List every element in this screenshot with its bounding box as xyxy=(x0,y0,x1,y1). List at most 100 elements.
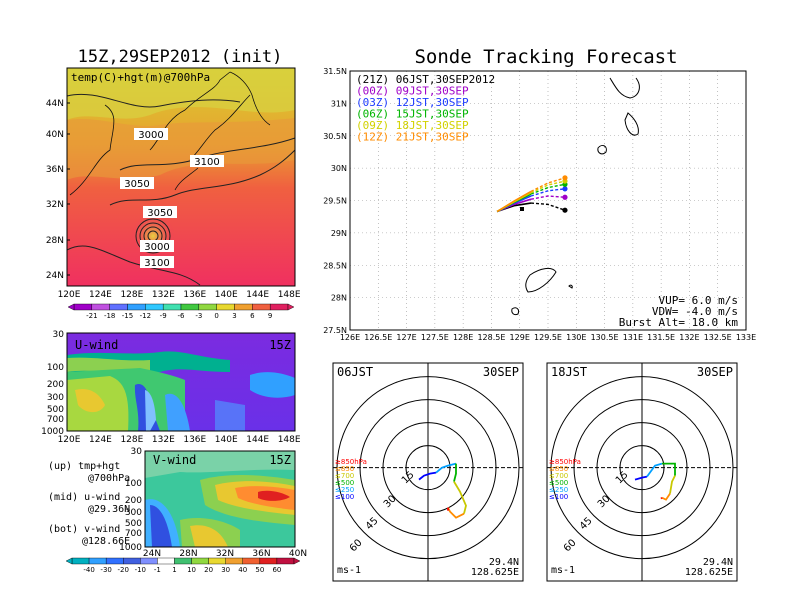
tracking-lon-tick: 127.5E xyxy=(421,333,449,342)
sonde-tracks xyxy=(496,175,568,213)
hodograph-date: 30SEP xyxy=(483,365,519,379)
colorbar-tick: 30 xyxy=(221,566,230,574)
uwind-lon-tick: 136E xyxy=(183,435,206,445)
vwind-colorbar-ticks: -40 -30 -20 -10 -1 1 10 20 30 40 50 60 xyxy=(83,566,281,574)
sonde-track-descent xyxy=(530,180,566,194)
tracking-lat-tick: 31.5N xyxy=(323,67,347,76)
vwind-p-tick: 500 xyxy=(125,519,142,529)
colorbar-tick: -20 xyxy=(118,566,129,574)
sonde-track-descent xyxy=(530,177,566,193)
hodograph-time: 06JST xyxy=(337,365,373,379)
uwind-lon-ticks: 120E 124E 128E 132E 136E 140E 144E 148E xyxy=(58,435,301,445)
hodograph-trace xyxy=(662,462,676,476)
colorbar-cell xyxy=(216,303,235,311)
hodograph-time: 18JST xyxy=(551,365,587,379)
colorbar-tick: -3 xyxy=(195,312,202,320)
hodograph-level-label: ≥850hPa xyxy=(335,458,367,466)
tracking-lon-tick: 127E xyxy=(396,333,416,342)
contour-label: 3050 xyxy=(147,208,172,219)
uwind-p-tick: 100 xyxy=(47,363,64,373)
map-lon-tick: 124E xyxy=(89,290,112,300)
uwind-lon-tick: 120E xyxy=(58,435,81,445)
vwind-colorbar xyxy=(65,557,301,565)
hodograph-lat: 29.4N xyxy=(703,557,733,568)
vup-text: VUP= 6.0 m/s xyxy=(659,294,738,307)
tracking-lon-tick: 130E xyxy=(566,333,586,342)
vwind-lat-tick: 24N xyxy=(143,549,161,559)
vwind-p-tick: 30 xyxy=(131,447,143,457)
colorbar-tick: -12 xyxy=(140,312,151,320)
contour-label-boxes xyxy=(120,128,224,268)
uwind-lon-tick: 128E xyxy=(120,435,143,445)
colorbar-cell xyxy=(276,557,295,565)
map-panel: 3000 3100 3050 3050 3000 3100 temp(C)+hg… xyxy=(66,67,296,287)
colorbar-tick: -30 xyxy=(100,566,111,574)
colorbar-cell xyxy=(140,557,158,565)
hodograph-trace xyxy=(661,493,671,501)
colorbar-cell xyxy=(162,303,182,311)
contour-label: 3000 xyxy=(144,242,169,253)
tracking-lon-tick: 128E xyxy=(453,333,473,342)
tracking-lat-tick: 29N xyxy=(331,229,347,238)
map-lat-tick: 32N xyxy=(46,200,64,210)
hodograph-trace xyxy=(447,507,465,519)
tracking-legend-entry: (06Z) 15JST,30SEP xyxy=(356,108,469,121)
vdw-text: VDW= -4.0 m/s xyxy=(652,305,738,318)
uwind-p-tick: 300 xyxy=(47,393,64,403)
colorbar-cell xyxy=(109,303,128,311)
colorbar-cell xyxy=(123,557,141,565)
tracking-legend: (21Z) 06JST,30SEP2012(00Z) 09JST,30SEP (0… xyxy=(356,73,495,144)
launch-marker xyxy=(520,207,524,211)
tracking-lon-tick: 128.5E xyxy=(477,333,505,342)
tracking-legend-entry: (21Z) 06JST,30SEP2012 xyxy=(356,73,495,86)
colorbar-cell xyxy=(145,303,164,311)
hodograph-lat: 29.4N xyxy=(489,557,519,568)
tracking-lon-tick: 126E xyxy=(340,333,360,342)
vwind-p-tick: 200 xyxy=(125,496,142,506)
hodograph-level-label: ≤100 xyxy=(549,493,568,501)
colorbar-tick: -21 xyxy=(86,312,97,320)
uwind-p-tick: 200 xyxy=(47,380,64,390)
colorbar-cell xyxy=(208,557,226,565)
colorbar-cell xyxy=(191,557,209,565)
tracking-legend-entry: (12Z) 21JST,30SEP xyxy=(356,131,469,144)
hodograph-trace xyxy=(646,462,663,478)
tracking-lat-tick: 28.5N xyxy=(323,261,347,270)
burst-text: Burst Alt= 18.0 km xyxy=(619,316,739,329)
tracking-lat-tick: 30N xyxy=(331,164,347,173)
vwind-p-tick: 300 xyxy=(125,508,142,518)
colorbar-cell xyxy=(88,557,107,565)
colorbar-tick: -40 xyxy=(83,566,94,574)
hodograph-level-label: ≤850 xyxy=(335,465,354,473)
sonde-track-descent xyxy=(530,188,566,197)
uwind-p-tick: 700 xyxy=(47,415,64,425)
tracking-lon-tick: 129E xyxy=(510,333,530,342)
hodograph-trace xyxy=(418,471,437,481)
colorbar-cell xyxy=(73,303,93,311)
colorbar-cell xyxy=(234,303,253,311)
colorbar-arrow-right xyxy=(287,303,295,311)
colorbar-cell xyxy=(198,303,217,311)
tracking-lat-tick: 31N xyxy=(331,99,347,108)
tracking-legend-entry: (00Z) 09JST,30SEP xyxy=(356,85,469,98)
hodograph-lon: 128.625E xyxy=(685,567,733,578)
map-colorbar xyxy=(67,303,295,311)
tracking-panel xyxy=(349,70,747,331)
map-lat-tick: 44N xyxy=(46,99,64,109)
panel-legend-notes: (up) tmp+hgt @700hPa (mid) u-wind @29.36… xyxy=(48,461,130,547)
sonde-track-descent xyxy=(530,183,566,195)
colorbar-tick: 50 xyxy=(255,566,264,574)
contour-label: 3050 xyxy=(124,179,149,190)
tracking-lat-tick: 27.5N xyxy=(323,326,347,335)
vwind-lat-tick: 28N xyxy=(179,549,197,559)
colorbar-arrow-right xyxy=(293,557,301,565)
hodograph-level-label: ≤500 xyxy=(549,479,568,487)
tracking-title: Sonde Tracking Forecast xyxy=(414,46,677,68)
map-lon-tick: 140E xyxy=(215,290,238,300)
hodograph-level-label: ≤850 xyxy=(549,465,568,473)
colorbar-tick: -15 xyxy=(122,312,133,320)
vwind-lat-tick: 32N xyxy=(216,549,234,559)
colorbar-tick: 10 xyxy=(187,566,196,574)
